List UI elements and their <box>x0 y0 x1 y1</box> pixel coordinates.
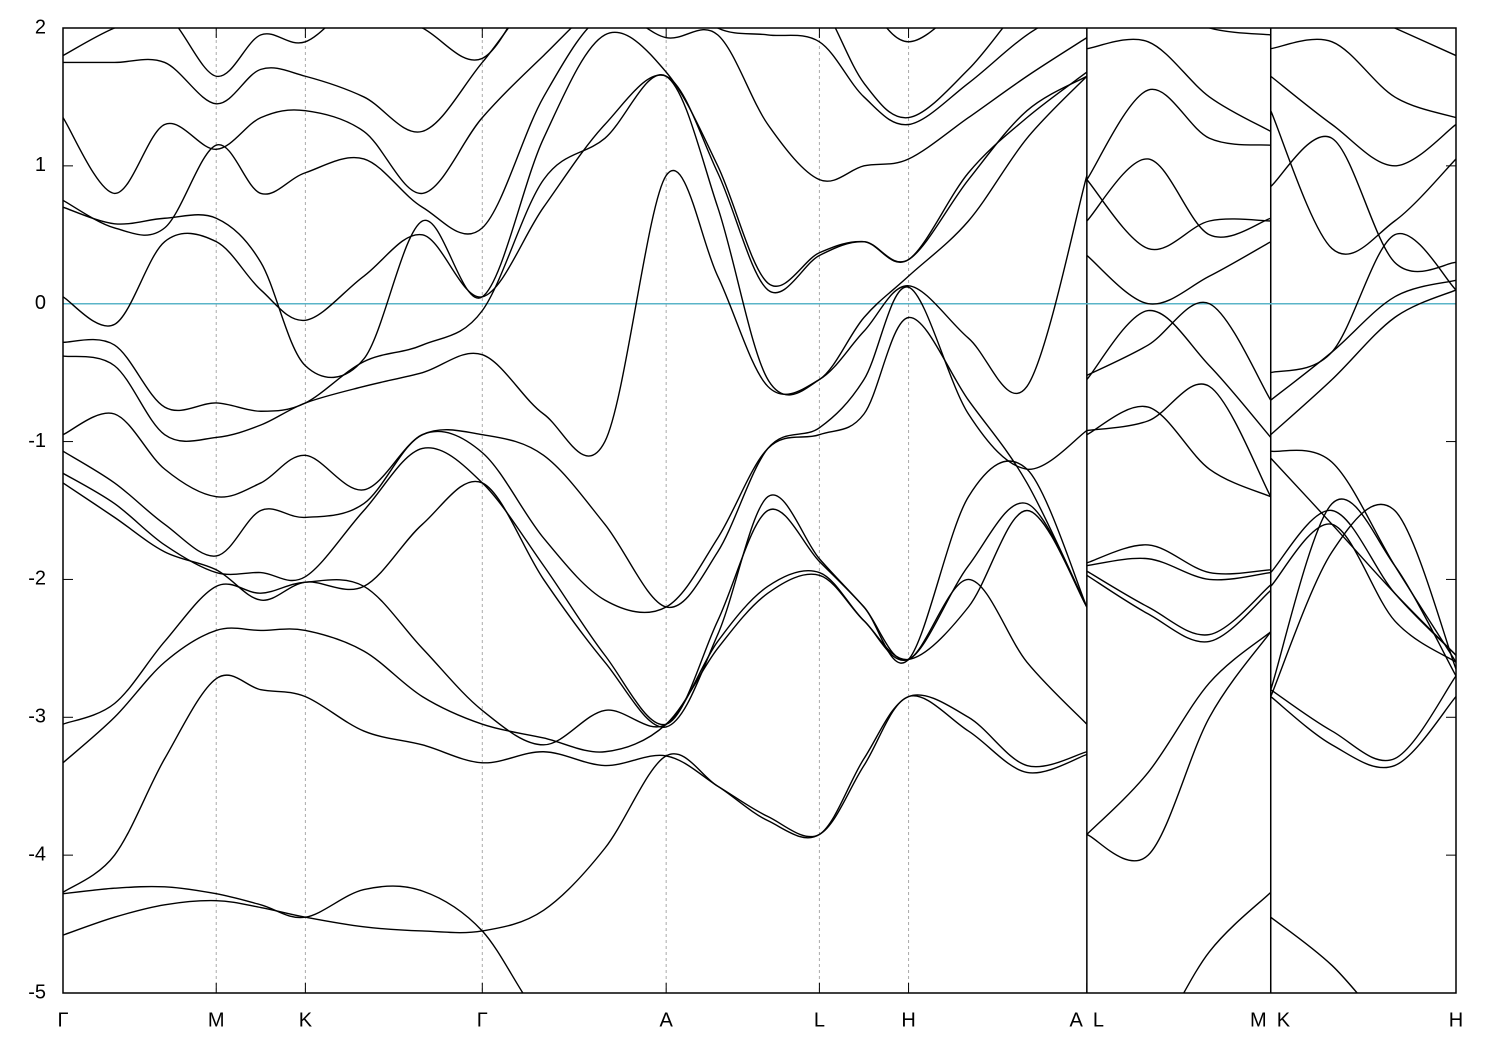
band-line <box>63 523 1456 764</box>
band-line <box>63 631 1456 893</box>
band-line <box>63 28 1456 77</box>
x-tick-label: M <box>1250 1009 1267 1031</box>
y-tick-label: -5 <box>28 981 46 1003</box>
x-tick-label: H <box>1449 1009 1463 1031</box>
band-line <box>63 885 1359 993</box>
y-tick-label: -1 <box>28 430 46 452</box>
band-line <box>63 28 1456 255</box>
x-tick-label: K <box>299 1009 313 1031</box>
x-tick-label: A <box>659 1009 673 1031</box>
y-tick-label: 1 <box>35 154 46 176</box>
band-line <box>63 480 1456 728</box>
x-tick-label: A <box>1070 1009 1084 1031</box>
x-tick-label: K <box>1277 1009 1291 1031</box>
x-tick-label: H <box>901 1009 915 1031</box>
x-tick-label: Γ <box>57 1009 68 1031</box>
y-tick-label: -4 <box>28 843 46 865</box>
x-tick-label: L <box>814 1009 825 1031</box>
band-line <box>63 316 1456 656</box>
y-tick-label: 0 <box>35 292 46 314</box>
bands <box>63 28 1456 993</box>
band-line <box>63 170 1456 457</box>
band-line <box>63 28 1456 133</box>
x-tick-label: L <box>1093 1009 1104 1031</box>
band-line <box>63 74 1456 412</box>
band-line <box>63 286 1456 663</box>
y-tick-label: -2 <box>28 568 46 590</box>
band-line <box>63 28 1456 195</box>
x-tick-label: M <box>208 1009 225 1031</box>
y-tick-label: -3 <box>28 706 46 728</box>
y-tick-label: 2 <box>35 16 46 38</box>
plot-frame <box>62 27 1457 994</box>
x-tick-label: Γ <box>477 1009 488 1031</box>
band-line <box>63 447 1456 726</box>
band-line <box>63 31 1456 379</box>
